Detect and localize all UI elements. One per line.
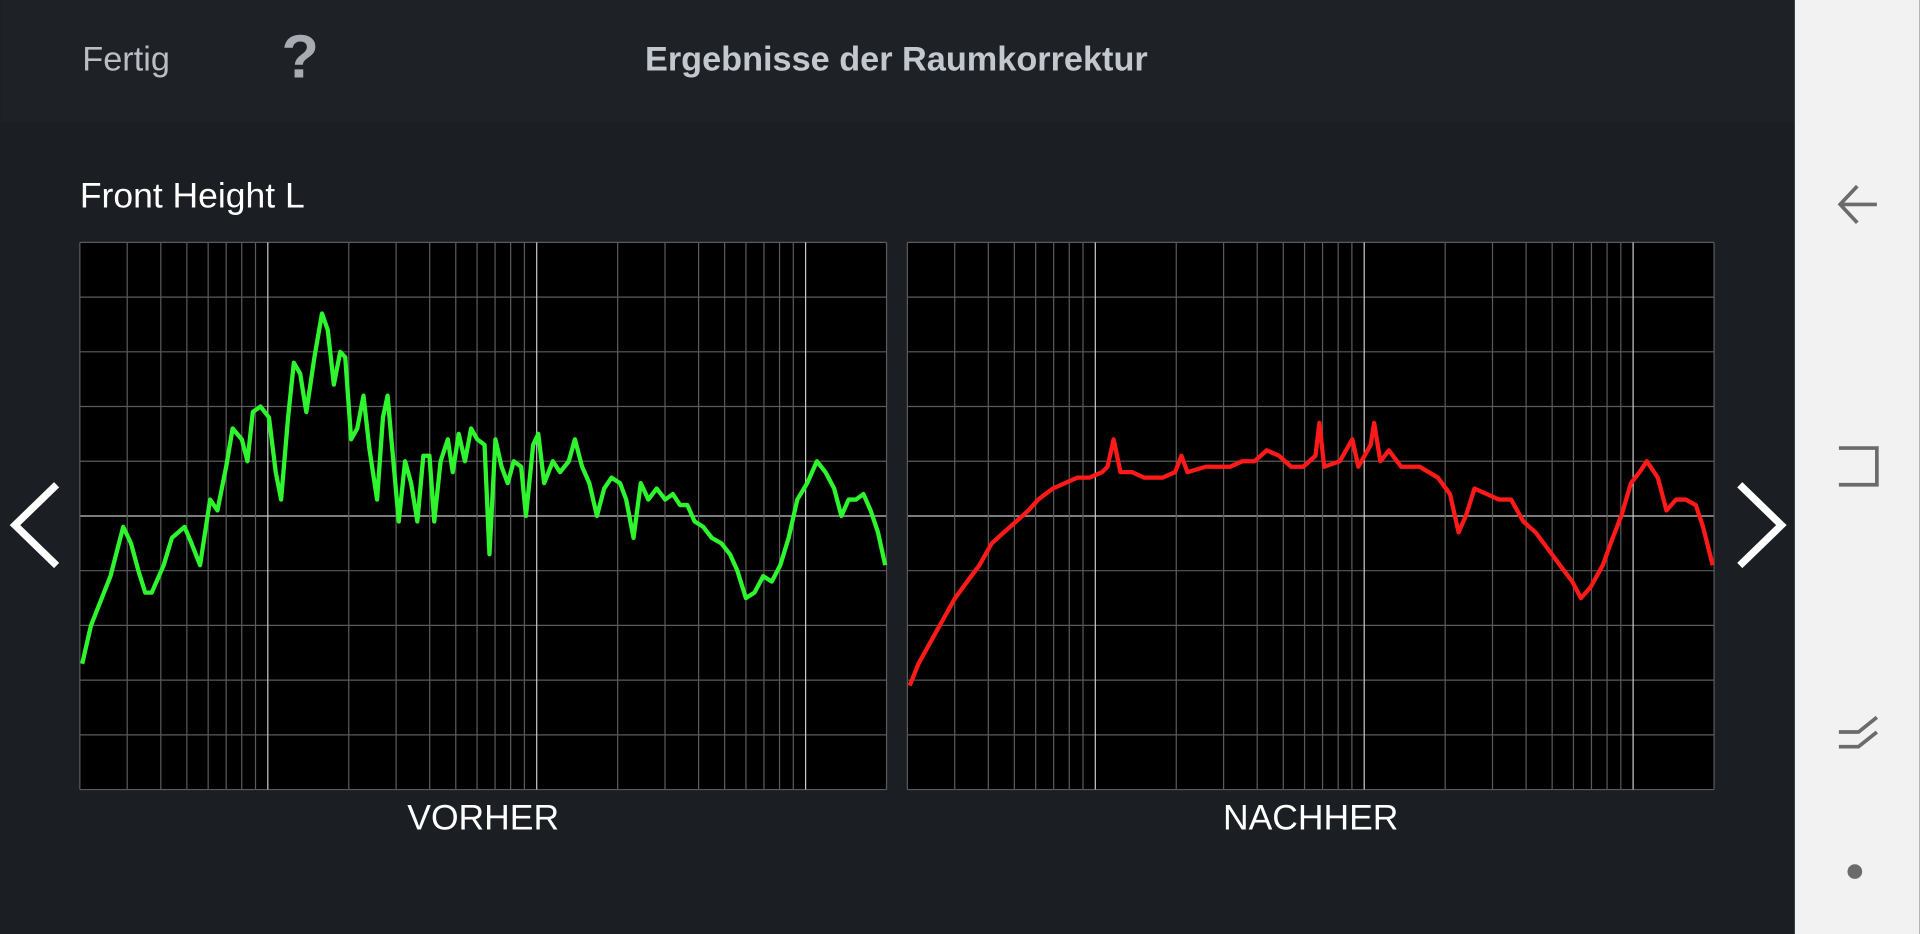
screen-title: Ergebnisse der Raumkorrektur <box>645 40 1148 78</box>
nav-recents[interactable] <box>1838 446 1879 487</box>
nav-back[interactable] <box>1837 184 1877 225</box>
chart-label: VORHER <box>407 798 559 838</box>
help-button[interactable]: ? <box>282 22 319 90</box>
chart-label: NACHHER <box>1223 798 1398 838</box>
nav-bar <box>1794 0 1920 934</box>
nav-dot[interactable] <box>1847 864 1863 879</box>
nav-home[interactable] <box>1838 715 1879 749</box>
done-button[interactable]: Fertig <box>82 40 170 78</box>
response-curve <box>80 311 888 665</box>
channel-name: Front Height L <box>80 176 305 216</box>
previous-arrow[interactable] <box>9 482 60 569</box>
response-curve <box>907 420 1715 687</box>
top-bar <box>0 0 1795 123</box>
next-arrow[interactable] <box>1737 482 1787 569</box>
